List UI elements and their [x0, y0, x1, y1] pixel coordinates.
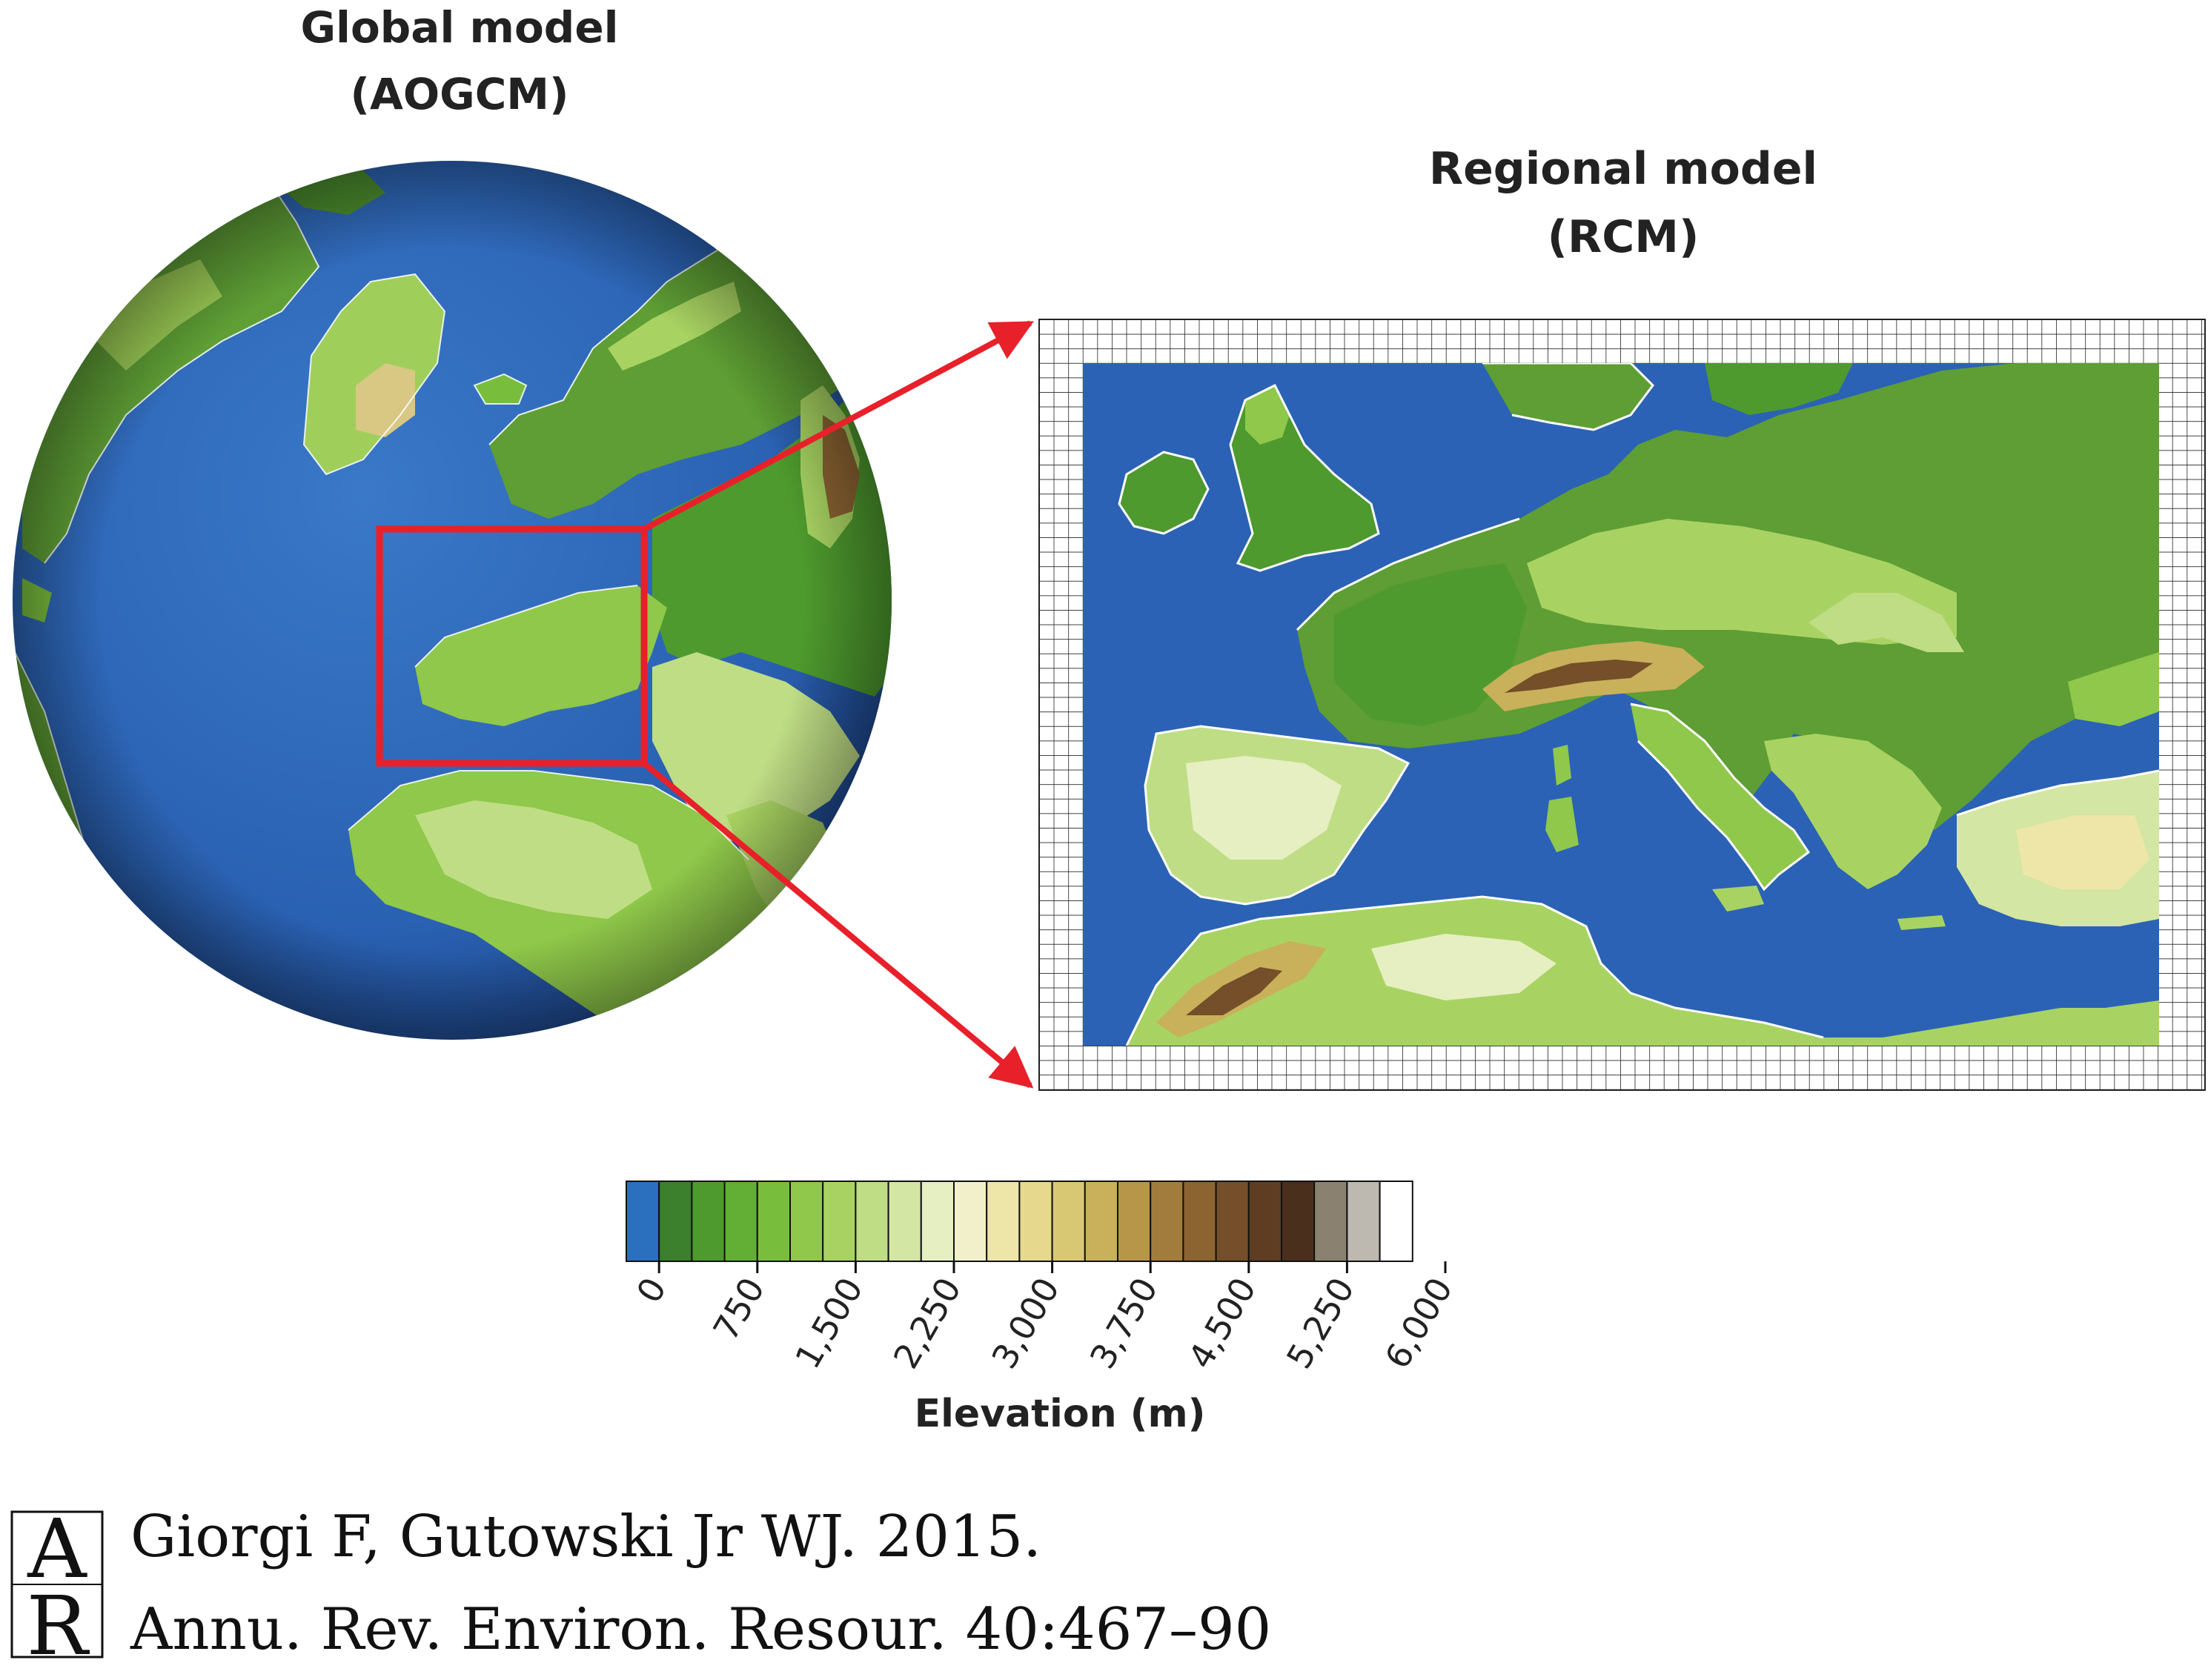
region-atlas-peaks	[1186, 967, 1282, 1015]
colorbar-cell	[1018, 1181, 1053, 1262]
elevation-colorbar: 0 750 1,500 2,250 3,000 3,750 4,500 5,250 6,000	[626, 1181, 1460, 1375]
region-crete	[1897, 915, 1946, 930]
region-anatolia-plateau	[2016, 815, 2149, 889]
rcm-coastlines	[1118, 363, 2159, 1046]
region-sahara-north	[1371, 934, 1556, 1000]
region-alps-peaks	[1505, 660, 1653, 693]
colorbar-cell	[1346, 1181, 1381, 1262]
colorbar-cell	[1084, 1181, 1119, 1262]
region-selection-box	[376, 525, 648, 767]
colorbar-ticks: 0 750 1,500 2,250 3,000 3,750 4,500 5,250 6,000	[629, 1261, 1460, 1375]
zoom-arrows	[642, 320, 1034, 1089]
region-north-africa	[1127, 897, 2159, 1046]
region-balkans	[1764, 734, 1942, 889]
logo-letter-r: R	[27, 1578, 90, 1673]
region-italy	[1631, 704, 1808, 889]
regional-model-map	[1038, 319, 2206, 1091]
colorbar-cell	[1313, 1181, 1348, 1262]
colorbar-tick-label: 4,500	[1181, 1271, 1264, 1375]
colorbar-cell	[1182, 1181, 1217, 1262]
colorbar-tick-label: 3,000	[984, 1271, 1067, 1375]
region-baltic-coast	[1705, 363, 1853, 415]
citation-authors: Giorgi F, Gutowski Jr WJ. 2015.	[130, 1504, 1041, 1570]
region-caucasus-edge	[2068, 652, 2159, 726]
region-carpathians	[1808, 593, 1964, 652]
region-ireland	[1119, 452, 1208, 534]
global-model-title: Global model	[300, 2, 619, 53]
colorbar-cell	[920, 1181, 955, 1262]
colorbar-cell	[789, 1181, 824, 1262]
colorbar-cell	[658, 1181, 693, 1262]
global-model-globe	[13, 161, 892, 1040]
colorbar-tick-label: 5,250	[1279, 1271, 1362, 1375]
rcm-landmasses	[1119, 363, 2159, 1046]
annual-reviews-logo: A R	[10, 1501, 104, 1673]
colorbar-cell	[887, 1181, 922, 1262]
colorbar-cell	[1247, 1181, 1283, 1262]
region-scotland-highlands	[1245, 385, 1290, 445]
lower-zoom-arrow	[642, 760, 1034, 1089]
colorbar-cell	[626, 1181, 660, 1262]
colorbar-tick-label: 6,000	[1377, 1271, 1461, 1375]
region-sicily	[1712, 886, 1764, 912]
globe-rim-shading	[13, 161, 892, 1040]
region-france-lowlands	[1334, 563, 1527, 726]
colorbar-cell	[1215, 1181, 1250, 1262]
colorbar-cell	[822, 1181, 857, 1262]
colorbar-title: Elevation (m)	[914, 1392, 1206, 1436]
colorbar-cell	[1281, 1181, 1316, 1262]
colorbar-tick-label: 0	[629, 1271, 674, 1309]
regional-model-subtitle: (RCM)	[1547, 211, 1700, 263]
colorbar-cell	[723, 1181, 758, 1262]
region-corsica	[1553, 745, 1571, 786]
colorbar-cell	[953, 1181, 988, 1262]
colorbar-cells	[626, 1181, 1413, 1262]
region-sardinia	[1545, 797, 1579, 852]
global-model-subtitle: (AOGCM)	[350, 69, 569, 119]
colorbar-cell	[1051, 1181, 1086, 1262]
colorbar-tick-label: 3,750	[1082, 1271, 1166, 1375]
colorbar-cell	[691, 1181, 726, 1262]
colorbar-cell	[855, 1181, 889, 1262]
colorbar-cell	[756, 1181, 791, 1262]
citation-journal: Annu. Rev. Environ. Resour. 40:467–90	[130, 1596, 1272, 1663]
colorbar-tick-label: 1,500	[787, 1271, 871, 1375]
upper-zoom-arrow	[643, 320, 1034, 532]
logo-letter-a: A	[27, 1501, 87, 1596]
region-scandinavia	[1482, 363, 1653, 430]
colorbar-cell	[986, 1181, 1021, 1262]
colorbar-cell	[1379, 1181, 1413, 1262]
colorbar-tick-label: 2,250	[886, 1271, 969, 1375]
colorbar-tick-label: 750	[705, 1271, 772, 1347]
colorbar-cell	[1150, 1181, 1184, 1262]
region-iberia-meseta	[1186, 756, 1342, 860]
colorbar-cell	[1117, 1181, 1152, 1262]
regional-model-title: Regional model	[1428, 143, 1818, 195]
